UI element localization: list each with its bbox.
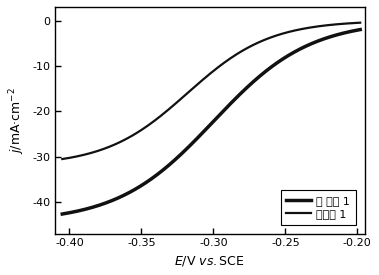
实施例 1	[237, 51, 242, 54]
实施例 1	[60, 157, 64, 161]
比 较例 1	[351, 29, 355, 33]
比 较例 1	[203, 128, 208, 131]
Y-axis label: $j$/mA·cm$^{-2}$: $j$/mA·cm$^{-2}$	[7, 87, 27, 154]
实施例 1	[358, 21, 362, 24]
比 较例 1	[60, 212, 64, 216]
实施例 1	[351, 21, 355, 25]
Line: 实施例 1: 实施例 1	[62, 23, 360, 159]
实施例 1	[304, 26, 309, 30]
X-axis label: $E$/V $\it{vs.}$SCE: $E$/V $\it{vs.}$SCE	[174, 254, 245, 268]
比 较例 1	[358, 28, 362, 31]
Line: 比 较例 1: 比 较例 1	[62, 30, 360, 214]
实施例 1	[203, 76, 208, 79]
Legend: 比 较例 1, 实施例 1: 比 较例 1, 实施例 1	[280, 190, 356, 225]
比 较例 1	[221, 109, 226, 112]
比 较例 1	[202, 130, 206, 133]
实施例 1	[221, 62, 226, 65]
比 较例 1	[304, 44, 309, 48]
实施例 1	[202, 77, 206, 81]
比 较例 1	[237, 93, 242, 96]
